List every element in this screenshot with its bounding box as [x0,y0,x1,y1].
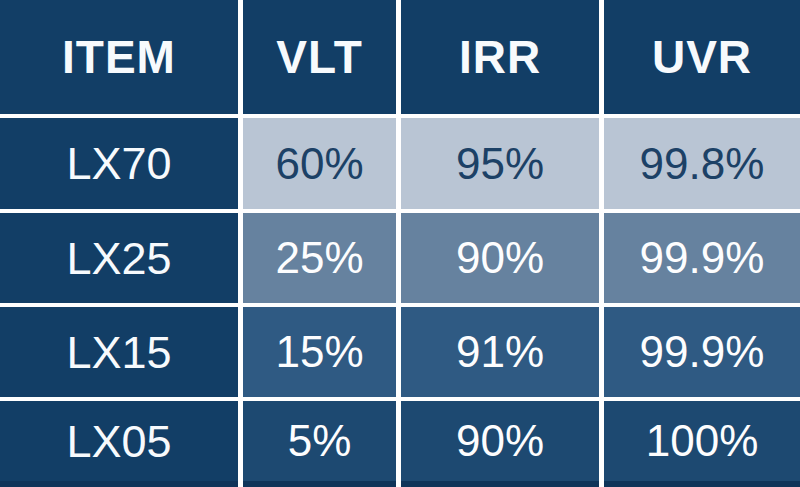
cell-lx15-vlt: 15% [243,307,396,397]
cell-lx70-irr: 95% [401,118,599,209]
cell-lx25-irr: 90% [401,213,599,303]
cell-lx25-uvr: 99.9% [604,213,800,303]
cell-lx15-uvr: 99.9% [604,307,800,397]
cell-lx70-vlt: 60% [243,118,396,209]
header-cell-item: ITEM [0,0,238,114]
cell-lx25-vlt: 25% [243,213,396,303]
header-cell-vlt: VLT [243,0,396,114]
header-cell-irr: IRR [401,0,599,114]
cell-lx70-uvr: 99.8% [604,118,800,209]
cell-lx05-uvr: 100% [604,401,800,487]
row-label-lx05: LX05 [0,401,238,487]
row-label-lx25: LX25 [0,213,238,303]
cell-lx05-irr: 90% [401,401,599,487]
tint-spec-table: ITEM VLT IRR UVR LX70 60% 95% 99.8% LX25… [0,0,800,487]
row-label-lx70: LX70 [0,118,238,209]
cell-lx15-irr: 91% [401,307,599,397]
cell-lx05-vlt: 5% [243,401,396,487]
row-label-lx15: LX15 [0,307,238,397]
header-cell-uvr: UVR [604,0,800,114]
